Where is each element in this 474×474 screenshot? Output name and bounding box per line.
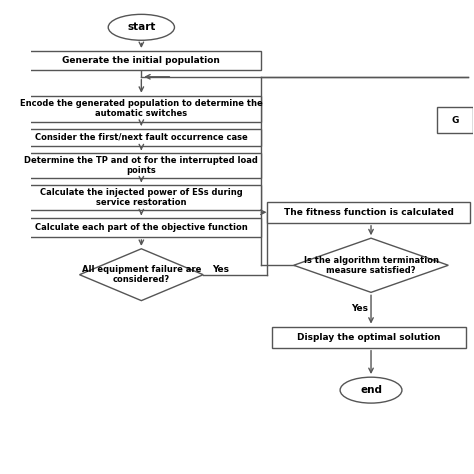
Ellipse shape xyxy=(108,14,174,40)
Text: G: G xyxy=(451,116,459,125)
Text: Yes: Yes xyxy=(212,265,229,274)
Bar xyxy=(22,51,261,70)
Text: start: start xyxy=(127,22,155,32)
Text: Display the optimal solution: Display the optimal solution xyxy=(297,333,440,342)
Bar xyxy=(22,218,261,237)
Text: Is the algorithm termination
measure satisfied?: Is the algorithm termination measure sat… xyxy=(303,255,438,275)
Text: Determine the TP and ot for the interrupted load
points: Determine the TP and ot for the interrup… xyxy=(24,155,258,175)
Bar xyxy=(22,153,261,178)
Bar xyxy=(22,185,261,210)
Ellipse shape xyxy=(340,377,402,403)
Text: Generate the initial population: Generate the initial population xyxy=(63,56,220,65)
Text: Encode the generated population to determine the
automatic switches: Encode the generated population to deter… xyxy=(20,99,263,118)
Polygon shape xyxy=(80,249,203,301)
Bar xyxy=(272,327,466,348)
Text: Calculate the injected power of ESs during
service restoration: Calculate the injected power of ESs duri… xyxy=(40,188,243,207)
Bar xyxy=(438,108,473,133)
Bar xyxy=(22,128,261,146)
Text: Calculate each part of the objective function: Calculate each part of the objective fun… xyxy=(35,223,248,232)
Text: end: end xyxy=(360,385,382,395)
Polygon shape xyxy=(294,238,448,292)
Bar xyxy=(267,201,470,223)
Text: Consider the first/next fault occurrence case: Consider the first/next fault occurrence… xyxy=(35,133,248,142)
Text: All equipment failure are
considered?: All equipment failure are considered? xyxy=(82,265,201,284)
Text: The fitness function is calculated: The fitness function is calculated xyxy=(284,208,454,217)
Text: Yes: Yes xyxy=(352,304,368,313)
Bar xyxy=(22,96,261,121)
